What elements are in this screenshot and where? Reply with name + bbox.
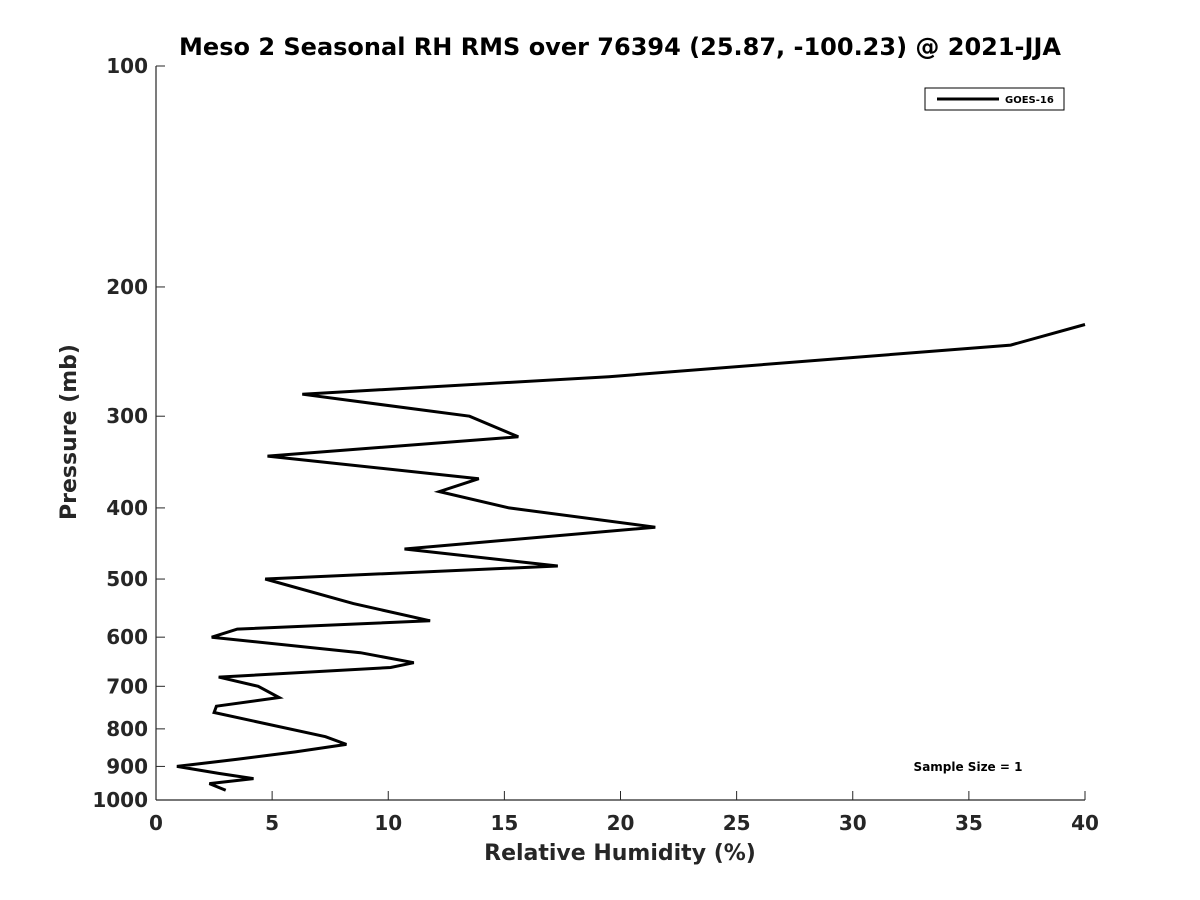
- y-tick-label: 1000: [92, 788, 148, 812]
- sample-size-annotation: Sample Size = 1: [914, 760, 1023, 774]
- y-axis-label: Pressure (mb): [57, 344, 82, 520]
- y-tick-label: 700: [106, 674, 148, 698]
- y-tick-label: 300: [106, 404, 148, 428]
- x-tick-label: 10: [374, 811, 402, 835]
- y-axis: 100 200 300 400 500 600 700 800 900 1000: [92, 54, 165, 812]
- x-tick-label: 40: [1071, 811, 1099, 835]
- x-axis-label: Relative Humidity (%): [484, 841, 756, 866]
- y-tick-label: 100: [106, 54, 148, 78]
- chart-title: Meso 2 Seasonal RH RMS over 76394 (25.87…: [179, 33, 1061, 61]
- plot-frame: [155, 66, 1085, 801]
- x-tick-label: 0: [149, 811, 163, 835]
- x-tick-label: 25: [723, 811, 751, 835]
- x-tick-label: 20: [607, 811, 635, 835]
- series-line-goes16: [176, 323, 1086, 792]
- y-tick-label: 600: [106, 625, 148, 649]
- y-tick-label: 400: [106, 496, 148, 520]
- x-axis: 0 5 10 15 20 25 30 35 40: [149, 791, 1099, 835]
- legend: GOES-16: [924, 87, 1065, 111]
- y-tick-label: 800: [106, 717, 148, 741]
- x-tick-label: 35: [955, 811, 983, 835]
- x-tick-label: 30: [839, 811, 867, 835]
- x-tick-label: 5: [265, 811, 279, 835]
- x-tick-label: 15: [490, 811, 518, 835]
- legend-label-goes16: GOES-16: [1005, 95, 1054, 106]
- y-tick-label: 200: [106, 275, 148, 299]
- y-tick-label: 900: [106, 754, 148, 778]
- y-tick-label: 500: [106, 567, 148, 591]
